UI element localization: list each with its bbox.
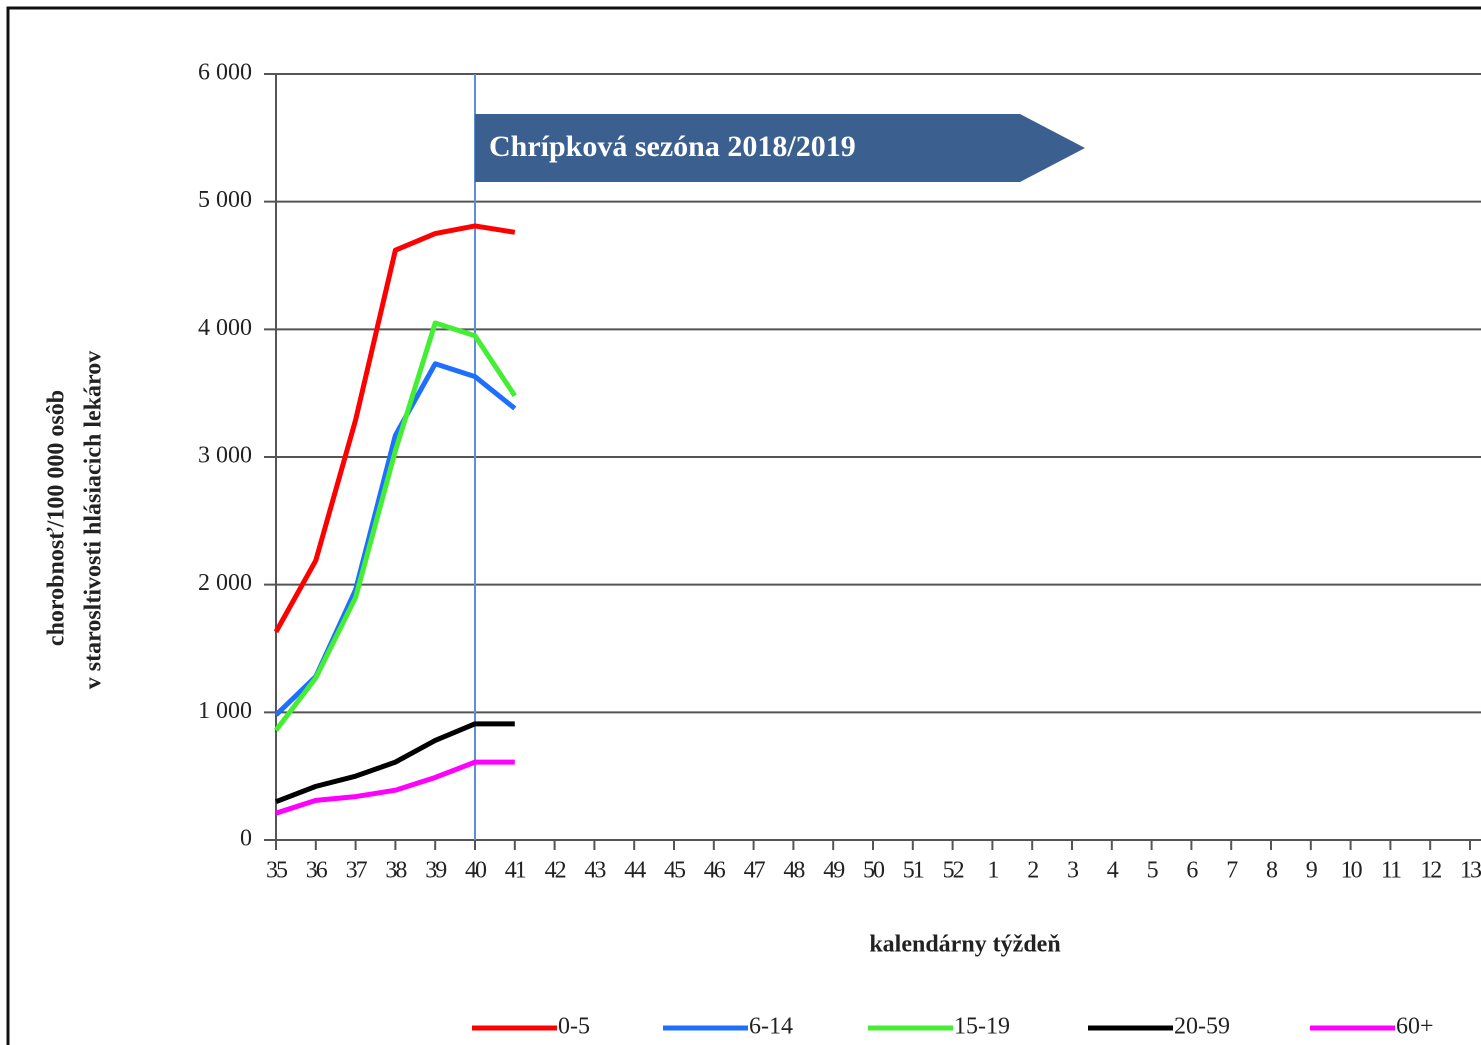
- y-tick-label: 6 000: [198, 60, 252, 86]
- x-tick-label: 40: [465, 858, 487, 884]
- x-tick-label: 11: [1381, 858, 1401, 884]
- x-tick-label: 46: [704, 858, 726, 884]
- x-tick-label: 5: [1147, 858, 1159, 884]
- x-tick-label: 10: [1341, 858, 1363, 884]
- y-axis-label: chorobnosť/100 000 osôb: [44, 390, 70, 646]
- y-tick-label: 2 000: [198, 570, 252, 596]
- x-tick-label: 8: [1266, 858, 1278, 884]
- series-line: [275, 759, 515, 816]
- frame: [6, 6, 1481, 1045]
- x-tick-label: 13: [1460, 858, 1481, 884]
- x-tick-label: 36: [306, 858, 328, 884]
- x-tick-label: 4: [1107, 858, 1119, 884]
- x-tick-label: 39: [425, 858, 447, 884]
- x-tick-label: 7: [1226, 858, 1238, 884]
- x-tick-label: 9: [1306, 858, 1318, 884]
- x-tick-label: 52: [943, 858, 964, 884]
- x-tick-label: 42: [545, 858, 566, 884]
- x-tick-label: 3: [1067, 858, 1079, 884]
- x-tick-label: 45: [664, 858, 686, 884]
- x-tick-label: 50: [863, 858, 885, 884]
- annotation: Chrípková sezóna 2018/2019: [489, 130, 856, 163]
- x-tick-label: 41: [505, 858, 526, 884]
- legend-label: 20-59: [1174, 1014, 1230, 1040]
- x-tick-label: 12: [1420, 858, 1441, 884]
- y-axis-label: v starosltivosti hlásiacich lekárov: [81, 351, 107, 689]
- x-tick-label: 35: [266, 858, 288, 884]
- x-tick-label: 6: [1186, 858, 1198, 884]
- y-tick-label: 1 000: [198, 698, 252, 724]
- series-line: [275, 721, 515, 805]
- x-tick-label: 51: [903, 858, 924, 884]
- x-tick-label: 44: [624, 858, 646, 884]
- legend-label: 60+: [1396, 1014, 1434, 1040]
- series-line: [273, 223, 516, 634]
- x-axis-label: kalendárny týždeň: [869, 932, 1060, 958]
- y-tick-label: 3 000: [198, 443, 252, 469]
- legend-label: 0-5: [558, 1014, 590, 1040]
- x-tick-label: 43: [584, 858, 606, 884]
- y-tick-label: 4 000: [198, 315, 252, 341]
- season-arrow: [475, 114, 1085, 182]
- x-tick-label: 47: [744, 858, 766, 884]
- x-tick-label: 38: [385, 858, 407, 884]
- y-tick-label: 5 000: [198, 187, 252, 213]
- x-tick-label: 1: [987, 858, 998, 884]
- x-tick-label: 49: [823, 858, 845, 884]
- x-tick-label: 48: [783, 858, 805, 884]
- legend-label: 15-19: [954, 1014, 1010, 1040]
- legend-label: 6-14: [749, 1014, 793, 1040]
- series-line: [274, 320, 517, 732]
- x-tick-label: 37: [346, 858, 368, 884]
- x-tick-label: 2: [1027, 858, 1038, 884]
- y-tick-label: 0: [240, 826, 252, 852]
- series-line: [274, 361, 517, 717]
